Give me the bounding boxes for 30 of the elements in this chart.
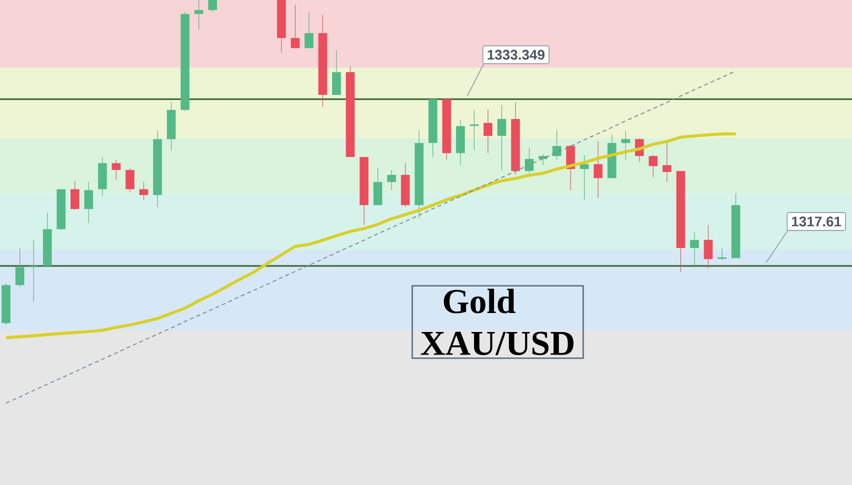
candlestick	[469, 110, 480, 150]
candlestick	[70, 180, 80, 210]
candlestick	[524, 148, 534, 174]
candlestick	[332, 50, 341, 96]
text: Gold	[444, 288, 516, 314]
candlestick	[373, 168, 382, 206]
candlestick	[139, 182, 148, 200]
candlestick	[208, 0, 217, 12]
annotation: 1333.349	[488, 50, 544, 60]
text: 1317.61	[792, 216, 842, 226]
candlestick	[15, 248, 24, 288]
candlestick	[690, 232, 699, 266]
candlestick	[484, 110, 492, 154]
candlestick	[387, 170, 396, 190]
candlestick	[716, 248, 728, 260]
candlestick	[497, 104, 506, 170]
candlestick	[194, 0, 204, 30]
candlestick	[112, 160, 121, 180]
candlestick	[126, 168, 134, 192]
candlestick	[538, 154, 548, 166]
candlestick	[648, 154, 658, 178]
candlestick	[594, 140, 603, 198]
candlestick	[304, 12, 314, 48]
candlestick	[704, 224, 713, 268]
candlestick	[84, 182, 94, 224]
candlestick	[621, 130, 630, 160]
candlestick	[662, 142, 672, 182]
candlestick	[580, 154, 589, 200]
text: XAU/USD	[420, 332, 574, 356]
candlestick	[290, 4, 300, 48]
